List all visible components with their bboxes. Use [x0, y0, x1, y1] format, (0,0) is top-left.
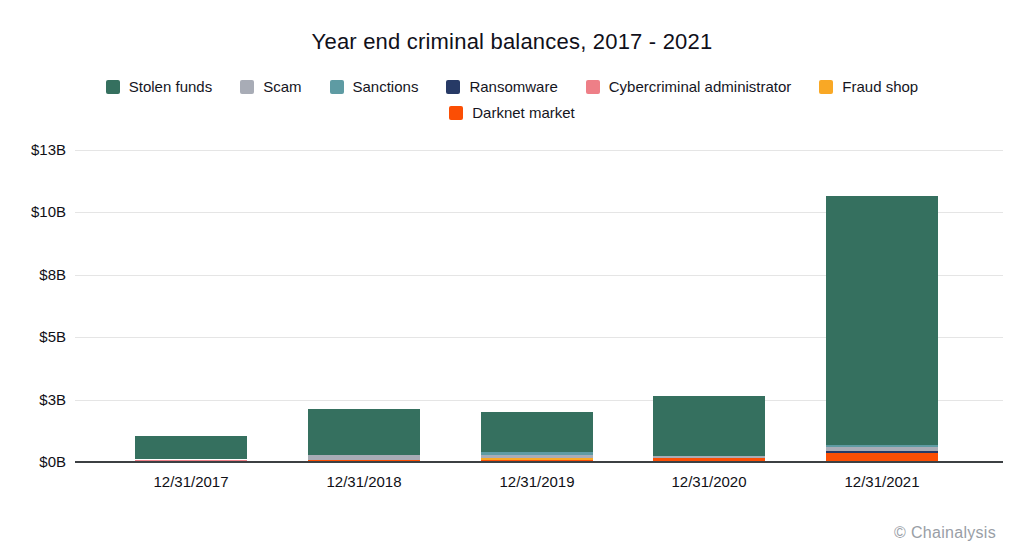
x-tick-label-2021: 12/31/2021: [797, 473, 967, 490]
plot-area: $0B $3B $5B $8B $10B $13B 12/31/201712/31/2018…: [0, 0, 1024, 558]
chart-root: Year end criminal balances, 2017 - 2021 …: [0, 0, 1024, 558]
bar-2021-scam: [826, 447, 938, 451]
bar-2021-stolen-funds: [826, 196, 938, 445]
bar-2018-stolen-funds: [308, 409, 420, 455]
copyright-watermark: © Chainalysis: [894, 524, 996, 542]
bar-2019-fraud-shop: [481, 458, 593, 460]
bar-2019-stolen-funds: [481, 412, 593, 452]
x-tick-label-2019: 12/31/2019: [452, 473, 622, 490]
y-tick-label-8b: $8B: [0, 266, 66, 283]
x-tick-label-2018: 12/31/2018: [279, 473, 449, 490]
bar-2019-sanctions: [481, 452, 593, 455]
y-tick-label-3b: $3B: [0, 391, 66, 408]
y-tick-label-10b: $10B: [0, 203, 66, 220]
bar-2020-scam: [653, 456, 765, 458]
y-tick-label-13b: $13B: [0, 141, 66, 158]
y-tick-label-0b: $0B: [0, 453, 66, 470]
bar-2021-sanctions: [826, 445, 938, 447]
y-tick-label-5b: $5B: [0, 328, 66, 345]
x-tick-label-2020: 12/31/2020: [624, 473, 794, 490]
bar-2020-stolen-funds: [653, 396, 765, 456]
bar-2018-scam: [308, 455, 420, 460]
x-tick-label-2017: 12/31/2017: [106, 473, 276, 490]
bar-2021-ransomware: [826, 451, 938, 453]
gridline-13b: [75, 150, 1003, 151]
bar-2019-scam: [481, 455, 593, 458]
x-axis-line: [75, 461, 1003, 463]
bar-2017-stolen-funds: [135, 436, 247, 459]
